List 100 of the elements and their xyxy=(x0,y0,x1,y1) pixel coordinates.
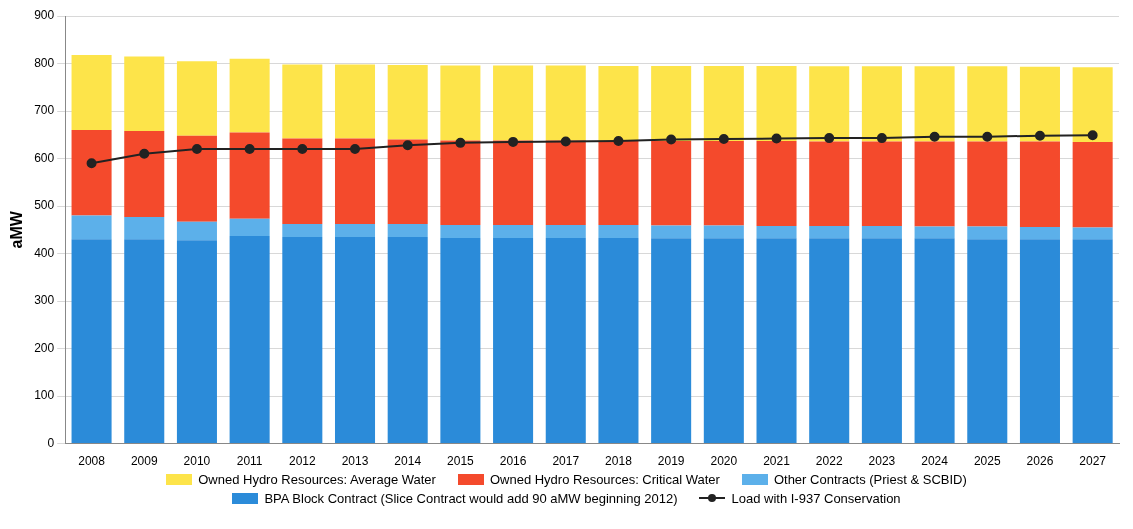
bar xyxy=(176,240,217,444)
bar xyxy=(124,130,165,217)
bar xyxy=(1072,227,1113,240)
bar xyxy=(229,132,270,219)
y-tick-label: 0 xyxy=(47,435,55,450)
x-tick-label: 2011 xyxy=(236,454,263,469)
bar xyxy=(1072,141,1113,228)
bar xyxy=(914,141,955,227)
x-tick-label: 2023 xyxy=(868,454,896,469)
bar xyxy=(387,236,428,444)
bar xyxy=(334,138,376,225)
bar xyxy=(387,139,428,225)
x-tick-label: 2012 xyxy=(288,454,316,469)
bar xyxy=(545,140,586,226)
point xyxy=(718,134,729,145)
bar xyxy=(1072,67,1113,142)
x-tick-label: 2015 xyxy=(447,454,475,469)
legend-label: Owned Hydro Resources: Average Water xyxy=(198,472,436,487)
point xyxy=(244,144,255,155)
bar xyxy=(176,135,217,222)
bar xyxy=(1019,226,1060,240)
bar xyxy=(493,237,534,444)
bar xyxy=(914,226,955,239)
bar xyxy=(440,140,481,226)
bar xyxy=(809,141,850,226)
x-tick-label: 2020 xyxy=(710,454,738,469)
y-tick-label: 400 xyxy=(34,245,55,260)
bar xyxy=(282,64,323,139)
bar xyxy=(756,226,797,239)
point xyxy=(508,136,519,147)
x-tick-label: 2016 xyxy=(499,454,527,469)
bar xyxy=(440,237,481,444)
x-tick-label: 2019 xyxy=(657,454,685,469)
bar xyxy=(809,238,850,444)
x-tick-label: 2021 xyxy=(763,454,791,469)
bar xyxy=(334,64,376,139)
bar xyxy=(124,216,165,240)
point xyxy=(402,140,413,151)
bar xyxy=(71,215,112,240)
point xyxy=(191,144,202,155)
bar xyxy=(598,65,639,141)
x-tick-label: 2025 xyxy=(973,454,1001,469)
x-tick-label: 2013 xyxy=(341,454,369,469)
bar xyxy=(809,66,850,142)
point xyxy=(824,133,835,144)
y-tick-label: 100 xyxy=(34,388,55,403)
bar xyxy=(493,225,534,238)
bar xyxy=(71,239,112,444)
point xyxy=(613,135,624,146)
bar xyxy=(703,65,744,141)
bar xyxy=(861,141,902,226)
bar xyxy=(914,66,955,142)
bar xyxy=(967,66,1008,142)
x-tick-label: 2009 xyxy=(130,454,158,469)
bar xyxy=(124,239,165,444)
point xyxy=(139,148,150,159)
y-tick-label: 600 xyxy=(34,150,55,165)
bar xyxy=(809,226,850,239)
bar xyxy=(493,140,534,226)
bar xyxy=(756,140,797,226)
point xyxy=(929,131,940,142)
legend-label: Other Contracts (Priest & SCBID) xyxy=(773,472,967,487)
point xyxy=(297,144,308,155)
x-tick-label: 2014 xyxy=(394,454,422,469)
bar xyxy=(229,235,270,444)
bar xyxy=(440,65,481,141)
bar xyxy=(1019,66,1060,142)
bar xyxy=(229,58,270,133)
bar xyxy=(598,225,639,238)
bar xyxy=(71,130,112,216)
point xyxy=(876,133,887,144)
bar xyxy=(229,218,270,236)
x-tick-label: 2022 xyxy=(815,454,843,469)
x-tick-label: 2027 xyxy=(1079,454,1107,469)
bar xyxy=(176,221,217,241)
bar xyxy=(756,65,797,141)
bar xyxy=(282,236,323,444)
legend-label: Owned Hydro Resources: Critical Water xyxy=(489,472,720,487)
x-tick-label: 2018 xyxy=(605,454,633,469)
point xyxy=(666,134,677,145)
bar xyxy=(651,65,692,141)
y-tick-label: 300 xyxy=(34,293,55,308)
bar xyxy=(176,61,217,136)
bar xyxy=(861,66,902,142)
bar xyxy=(756,238,797,444)
point xyxy=(350,144,361,155)
bar xyxy=(124,56,165,131)
y-tick-label: 700 xyxy=(34,103,55,118)
bar xyxy=(334,224,376,237)
bar xyxy=(440,225,481,238)
point xyxy=(982,131,993,142)
point xyxy=(1034,130,1045,141)
point xyxy=(1087,130,1098,141)
bar xyxy=(651,225,692,239)
bar xyxy=(967,226,1008,240)
bar xyxy=(861,226,902,239)
point xyxy=(560,136,571,147)
bar xyxy=(914,238,955,444)
bar xyxy=(334,236,376,444)
y-tick-label: 800 xyxy=(34,55,55,70)
